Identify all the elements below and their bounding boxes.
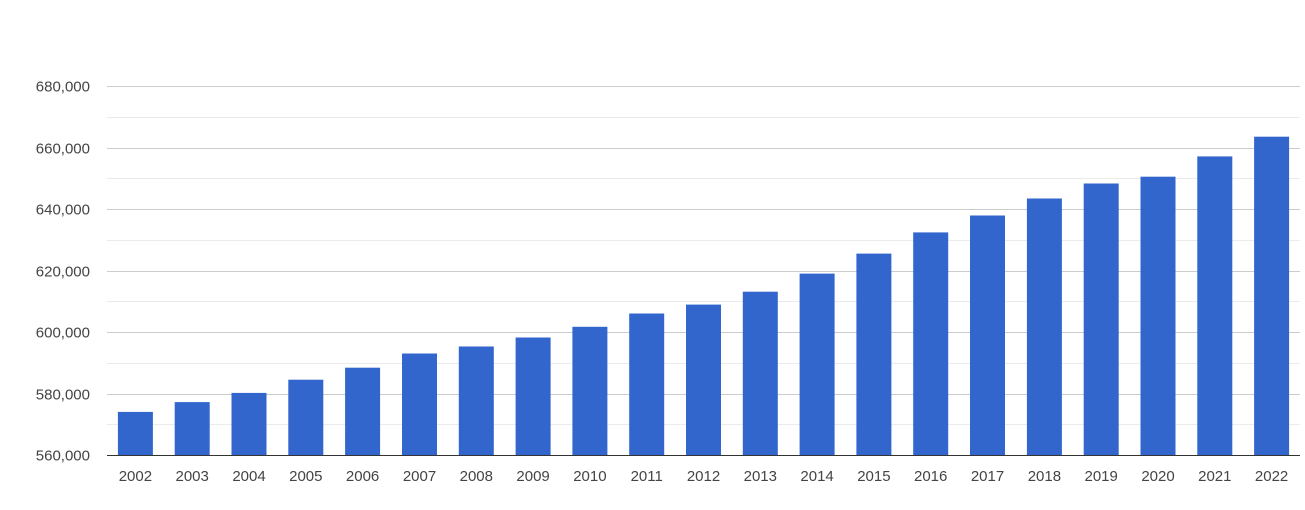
- x-tick-label: 2003: [176, 468, 209, 485]
- bar-2015: [856, 253, 892, 455]
- bar-2018: [1026, 198, 1062, 455]
- bar-2013: [742, 291, 778, 455]
- x-tick-label: 2014: [800, 468, 833, 485]
- y-tick-label: 560,000: [36, 448, 90, 465]
- bar-2017: [970, 215, 1005, 455]
- x-tick-label: 2004: [232, 468, 265, 485]
- y-tick-label: 640,000: [36, 202, 90, 219]
- x-tick-label: 2009: [516, 468, 549, 485]
- y-tick-label: 620,000: [36, 264, 90, 281]
- bar-2003: [174, 402, 210, 455]
- x-tick-label: 2008: [460, 468, 493, 485]
- x-tick-label: 2005: [289, 468, 322, 485]
- x-tick-label: 2019: [1085, 468, 1118, 485]
- bar-2002: [117, 411, 153, 455]
- y-tick-label: 660,000: [36, 141, 90, 158]
- y-axis-ticks: 560,000 580,000 600,000 620,000 640,000 660,0…: [36, 79, 90, 465]
- bar-2012: [686, 304, 721, 455]
- bar-2011: [629, 313, 665, 455]
- x-tick-label: 2002: [119, 468, 152, 485]
- x-tick-label: 2021: [1198, 468, 1231, 485]
- bar-2006: [345, 367, 381, 455]
- bar-2010: [572, 326, 608, 455]
- bar-2008: [458, 346, 494, 455]
- y-tick-label: 600,000: [36, 325, 90, 342]
- x-tick-label: 2015: [857, 468, 890, 485]
- bar-2007: [402, 353, 437, 455]
- bar-2014: [799, 273, 835, 455]
- bar-2004: [231, 392, 267, 455]
- x-tick-label: 2022: [1255, 468, 1288, 485]
- bar-2019: [1083, 183, 1119, 455]
- x-tick-label: 2006: [346, 468, 379, 485]
- bars: [117, 136, 1290, 455]
- bar-2005: [288, 379, 324, 455]
- x-tick-label: 2012: [687, 468, 720, 485]
- x-tick-label: 2017: [971, 468, 1004, 485]
- x-tick-label: 2018: [1028, 468, 1061, 485]
- bar-2016: [913, 232, 949, 455]
- x-tick-label: 2020: [1141, 468, 1174, 485]
- x-tick-label: 2016: [914, 468, 947, 485]
- x-tick-label: 2011: [631, 468, 663, 485]
- bar-2009: [515, 337, 551, 455]
- y-tick-label: 580,000: [36, 387, 90, 404]
- x-tick-label: 2013: [744, 468, 777, 485]
- bar-2021: [1197, 156, 1233, 455]
- y-tick-label: 680,000: [36, 79, 90, 96]
- x-axis-ticks: 2002 2003 2004 2005 2006 2007 2008 2009 2010 2011…: [119, 468, 1289, 485]
- x-tick-label: 2007: [403, 468, 436, 485]
- bar-2022: [1254, 136, 1290, 455]
- x-tick-label: 2010: [573, 468, 606, 485]
- bar-2020: [1140, 176, 1176, 455]
